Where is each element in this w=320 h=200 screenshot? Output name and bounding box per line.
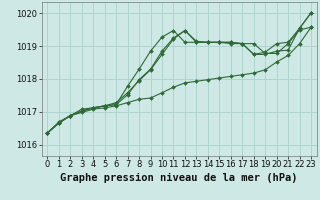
X-axis label: Graphe pression niveau de la mer (hPa): Graphe pression niveau de la mer (hPa) — [60, 173, 298, 183]
